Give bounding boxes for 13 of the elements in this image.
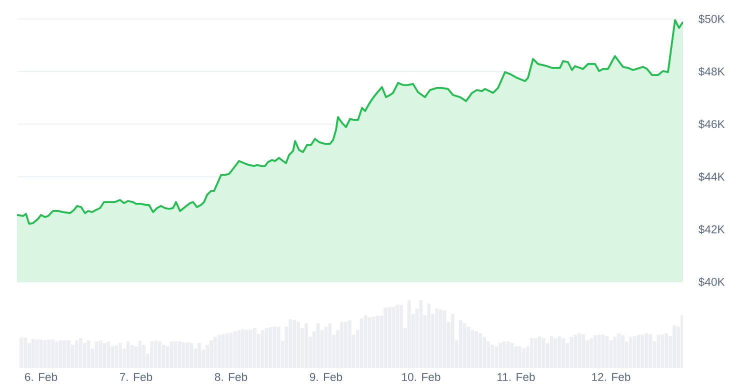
y-tick-label: $40K: [698, 277, 725, 287]
x-tick-label: 8. Feb: [214, 372, 248, 382]
y-tick-label: $44K: [698, 172, 725, 182]
x-tick-label: 6. Feb: [25, 372, 58, 382]
x-tick-label: 9. Feb: [310, 372, 342, 382]
y-tick-label: $42K: [698, 224, 725, 234]
y-tick-label: $48K: [698, 67, 725, 76]
x-tick-label: 7. Feb: [120, 372, 152, 382]
x-tick-label: 10. Feb: [402, 372, 440, 382]
y-tick-label: $50K: [698, 14, 725, 24]
x-tick-label: 11. Feb: [498, 372, 535, 382]
y-tick-label: $46K: [698, 120, 725, 129]
x-tick-label: 12. Feb: [592, 372, 630, 382]
